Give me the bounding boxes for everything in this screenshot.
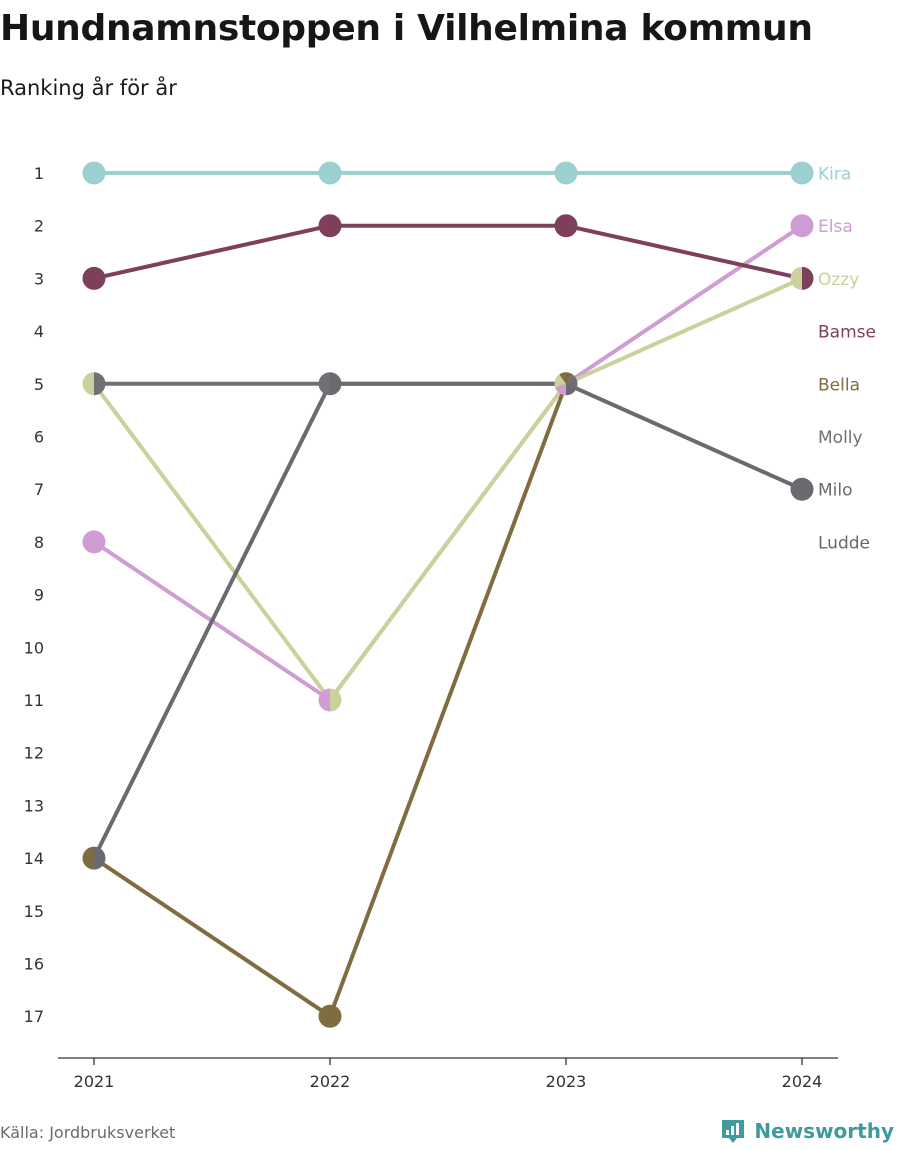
series-line-elsa	[92, 223, 804, 702]
bar-chart-badge-icon	[722, 1120, 745, 1143]
y-tick-label: 17	[24, 1007, 44, 1026]
data-point-molly	[318, 372, 330, 396]
x-tick-label: 2022	[310, 1072, 351, 1091]
y-tick-label: 8	[34, 533, 44, 552]
data-point-milo	[566, 383, 577, 396]
data-point-bamse	[554, 214, 578, 238]
x-tick-label: 2021	[74, 1072, 115, 1091]
data-point-ozzy	[330, 688, 342, 712]
data-point-bella	[318, 1004, 342, 1028]
series-label-molly: Molly	[818, 428, 863, 448]
data-point-kira	[82, 161, 106, 185]
series-label-milo: Milo	[818, 481, 853, 501]
data-point-bamse	[318, 214, 342, 238]
series-label-bella: Bella	[818, 375, 860, 395]
y-tick-label: 1	[34, 164, 44, 183]
series-label-ludde: Ludde	[818, 533, 870, 553]
data-point-bella	[82, 846, 94, 870]
brand-logo[interactable]: Newsworthy	[720, 1118, 894, 1144]
y-tick-label: 6	[34, 428, 44, 447]
x-tick-label: 2023	[546, 1072, 587, 1091]
data-point-molly	[94, 372, 106, 396]
y-tick-label: 3	[34, 269, 44, 288]
data-point-elsa	[555, 383, 566, 396]
series-label-bamse: Bamse	[818, 323, 876, 343]
y-tick-label: 2	[34, 217, 44, 236]
data-point-milo	[790, 477, 814, 501]
series-line-milo	[92, 381, 804, 861]
y-tick-label: 14	[24, 849, 44, 868]
series-end-labels: Kira Elsa Ozzy Bamse Bella Molly Milo Ludde	[818, 165, 876, 554]
data-point-ozzy	[554, 374, 566, 388]
data-point-bamse	[82, 266, 106, 290]
y-tick-label: 10	[24, 638, 44, 657]
y-tick-label: 7	[34, 480, 44, 499]
series-label-kira: Kira	[818, 165, 851, 185]
data-point-milo	[330, 372, 342, 396]
y-tick-label: 5	[34, 375, 44, 394]
data-point-kira	[790, 161, 814, 185]
y-tick-label: 16	[24, 955, 44, 974]
brand-name: Newsworthy	[754, 1119, 894, 1143]
series-lines	[92, 171, 804, 1019]
series-markers	[82, 161, 814, 1028]
y-tick-label: 11	[24, 691, 44, 710]
data-point-kira	[554, 161, 578, 185]
chart-title: Hundnamnstoppen i Vilhelmina kommun	[0, 8, 813, 49]
series-line-ozzy	[92, 276, 804, 702]
y-tick-label: 13	[24, 796, 44, 815]
series-line-bamse	[92, 223, 804, 281]
data-point-molly	[566, 374, 578, 388]
chart-subtitle: Ranking år för år	[0, 76, 177, 100]
x-tick-label: 2024	[782, 1072, 823, 1091]
data-point-bamse	[802, 266, 814, 290]
source-note: Källa: Jordbruksverket	[0, 1123, 176, 1142]
series-label-elsa: Elsa	[818, 217, 853, 237]
y-tick-label: 9	[34, 586, 44, 605]
data-point-bella	[559, 372, 573, 384]
data-point-milo	[94, 846, 106, 870]
data-point-ozzy	[82, 372, 94, 396]
y-tick-label: 12	[24, 744, 44, 763]
x-axis: 2021 2022 2023 2024	[58, 1057, 838, 1091]
data-point-elsa	[82, 530, 106, 554]
data-point-kira	[318, 161, 342, 185]
data-point-ozzy	[790, 266, 802, 290]
series-label-ozzy: Ozzy	[818, 270, 859, 290]
data-point-elsa	[318, 688, 330, 712]
y-tick-label: 15	[24, 902, 44, 921]
data-point-elsa	[790, 214, 814, 238]
y-tick-label: 4	[34, 322, 44, 341]
